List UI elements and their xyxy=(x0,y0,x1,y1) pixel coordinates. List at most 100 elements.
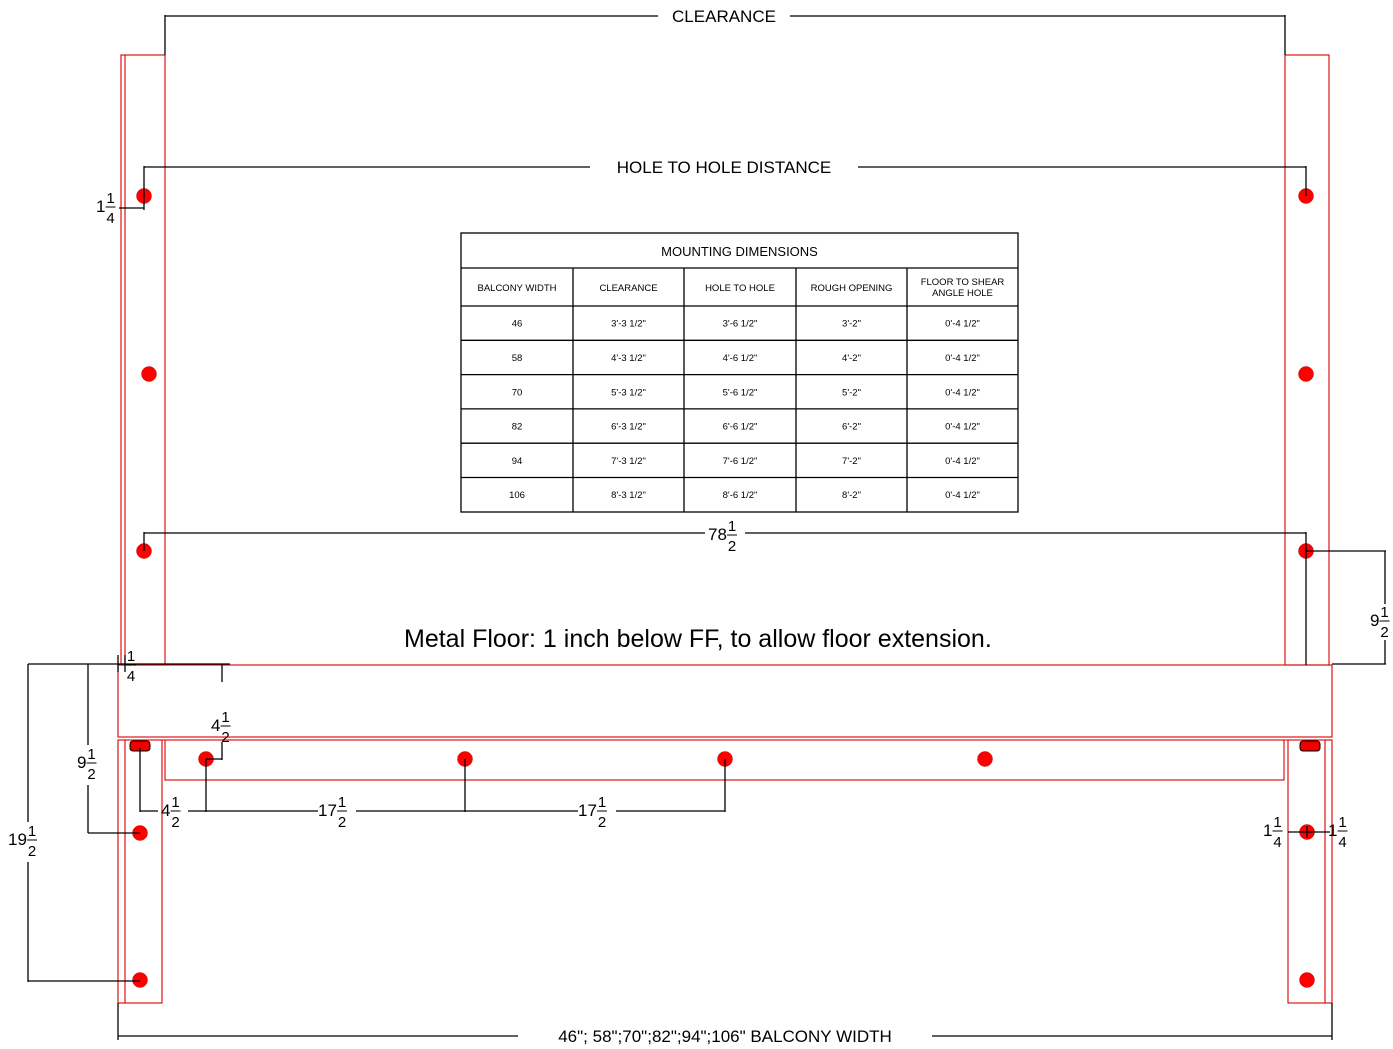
table-cell: 0'-4 1/2" xyxy=(945,353,980,364)
hole xyxy=(141,366,157,382)
dimension-labels: CLEARANCE HOLE TO HOLE DISTANCE 46"; 58"… xyxy=(404,7,992,1046)
fraction-whole: 17 xyxy=(318,801,337,820)
frame-outlines xyxy=(117,54,1333,1004)
fraction-numerator: 1 xyxy=(221,709,229,726)
table-cell: 7'-2" xyxy=(842,456,861,467)
table-cell: 3'-6 1/2" xyxy=(723,319,758,330)
dimension-left-19: 19 12 xyxy=(8,823,37,860)
table-header: ANGLE HOLE xyxy=(932,288,993,299)
left-leg-lower xyxy=(117,739,163,1004)
fraction-numerator: 1 xyxy=(171,794,179,811)
fraction-numerator: 1 xyxy=(598,794,606,811)
table-header: CLEARANCE xyxy=(599,283,657,294)
fraction-denominator: 2 xyxy=(221,729,229,746)
fraction-whole: 1 xyxy=(96,197,105,216)
table-cell: 94 xyxy=(512,456,523,467)
table-row: 58 4'-3 1/2" 4'-6 1/2" 4'-2" 0'-4 1/2" xyxy=(512,353,980,364)
fraction-numerator: 1 xyxy=(728,518,736,535)
table-cell: 8'-2" xyxy=(842,490,861,501)
fraction-numerator: 1 xyxy=(87,746,95,763)
table-cell: 4'-3 1/2" xyxy=(611,353,646,364)
table-row: 46 3'-3 1/2" 3'-6 1/2" 3'-2" 0'-4 1/2" xyxy=(512,319,980,330)
table-header: FLOOR TO SHEAR xyxy=(921,277,1005,288)
fraction-whole: 9 xyxy=(1370,611,1379,630)
fraction-numerator: 1 xyxy=(1273,814,1281,831)
hole xyxy=(1299,972,1315,988)
fraction-whole: 19 xyxy=(8,830,27,849)
fraction-numerator: 1 xyxy=(106,190,114,207)
table-cell: 6'-3 1/2" xyxy=(611,422,646,433)
hole xyxy=(1298,366,1314,382)
fraction-whole: 1 xyxy=(1328,821,1337,840)
balcony-width-label: 46"; 58";70";82";94";106" BALCONY WIDTH xyxy=(558,1027,892,1046)
dimension-lines xyxy=(27,15,1386,1040)
table-cell: 0'-4 1/2" xyxy=(945,387,980,398)
mounting-holes xyxy=(132,188,1315,988)
right-upright-upper xyxy=(1284,54,1330,666)
table-header: HOLE TO HOLE xyxy=(705,283,775,294)
fraction-whole: 9 xyxy=(77,753,86,772)
fraction-whole: 4 xyxy=(211,716,220,735)
fraction-numerator: 1 xyxy=(28,823,36,840)
hole xyxy=(132,972,148,988)
dimension-right-1-right: 1 14 xyxy=(1328,814,1348,851)
table-cell: 0'-4 1/2" xyxy=(945,456,980,467)
floor-note: Metal Floor: 1 inch below FF, to allow f… xyxy=(404,625,992,653)
dimension-bottom-17a: 17 12 xyxy=(318,794,347,831)
table-title: MOUNTING DIMENSIONS xyxy=(661,244,818,259)
fraction-whole: 17 xyxy=(578,801,597,820)
dimension-right-height: 9 1 2 xyxy=(1370,604,1390,641)
fraction-denominator: 2 xyxy=(1380,624,1388,641)
fraction-numerator: 1 xyxy=(127,648,135,665)
hole-to-hole-label: HOLE TO HOLE DISTANCE xyxy=(617,158,831,177)
dimension-floor-offset: 14 xyxy=(126,648,136,685)
dimension-bottom-17b: 17 12 xyxy=(578,794,607,831)
table-cell: 5'-3 1/2" xyxy=(611,387,646,398)
table-row: 70 5'-3 1/2" 5'-6 1/2" 5'-2" 0'-4 1/2" xyxy=(512,387,980,398)
fraction-denominator: 2 xyxy=(728,538,736,555)
left-upright-upper xyxy=(120,54,166,666)
fraction-numerator: 1 xyxy=(1338,814,1346,831)
table-header: BALCONY WIDTH xyxy=(477,283,556,294)
shear-tab-right xyxy=(1299,740,1321,752)
table-cell: 8'-6 1/2" xyxy=(723,490,758,501)
fraction-denominator: 4 xyxy=(127,668,135,685)
dimension-top-left-offset: 1 14 xyxy=(96,190,116,227)
floor-platform xyxy=(117,664,1333,738)
table-cell: 46 xyxy=(512,319,523,330)
table-cell: 3'-3 1/2" xyxy=(611,319,646,330)
fraction-whole: 1 xyxy=(1263,821,1272,840)
dimension-left-9: 9 1 2 xyxy=(77,746,97,783)
table-cell: 0'-4 1/2" xyxy=(945,319,980,330)
table-cell: 58 xyxy=(512,353,523,364)
table-cell: 106 xyxy=(509,490,525,501)
fraction-denominator: 4 xyxy=(1338,834,1346,851)
mounting-dimensions-table: MOUNTING DIMENSIONS BALCONY WIDTH CLEARAN… xyxy=(460,232,1019,513)
fraction-denominator: 2 xyxy=(338,814,346,831)
table-cell: 5'-2" xyxy=(842,387,861,398)
fraction-denominator: 2 xyxy=(87,766,95,783)
table-cell: 7'-3 1/2" xyxy=(611,456,646,467)
fraction-denominator: 4 xyxy=(1273,834,1281,851)
table-row: 106 8'-3 1/2" 8'-6 1/2" 8'-2" 0'-4 1/2" xyxy=(509,490,980,501)
fraction-numerator: 1 xyxy=(338,794,346,811)
table-row: 94 7'-3 1/2" 7'-6 1/2" 7'-2" 0'-4 1/2" xyxy=(512,456,980,467)
table-row: 82 6'-3 1/2" 6'-6 1/2" 6'-2" 0'-4 1/2" xyxy=(512,422,980,433)
fraction-denominator: 2 xyxy=(598,814,606,831)
table-cell: 0'-4 1/2" xyxy=(945,422,980,433)
table-cell: 4'-6 1/2" xyxy=(723,353,758,364)
table-cell: 6'-2" xyxy=(842,422,861,433)
table-cell: 70 xyxy=(512,387,523,398)
fraction-whole: 4 xyxy=(161,801,170,820)
dimension-bottom-4: 4 1 2 xyxy=(161,794,181,831)
fraction-numerator: 1 xyxy=(1380,604,1388,621)
fraction-denominator: 2 xyxy=(28,843,36,860)
table-cell: 82 xyxy=(512,422,523,433)
right-leg-lower xyxy=(1287,739,1333,1004)
table-cell: 4'-2" xyxy=(842,353,861,364)
clearance-label: CLEARANCE xyxy=(672,7,776,26)
hole xyxy=(977,751,993,767)
table-cell: 6'-6 1/2" xyxy=(723,422,758,433)
